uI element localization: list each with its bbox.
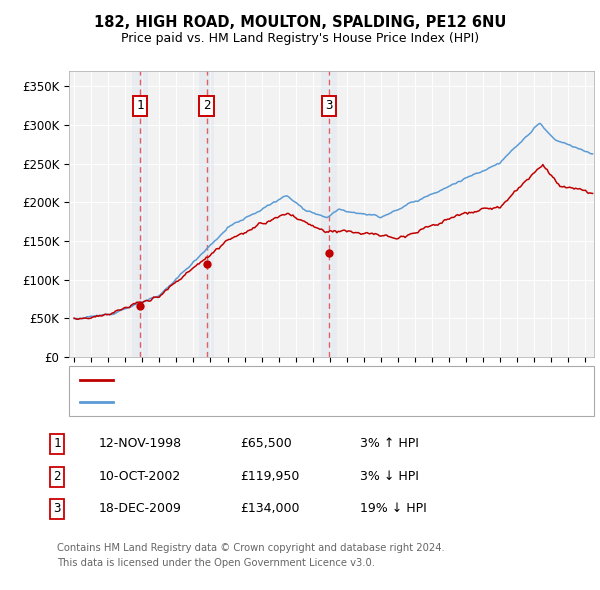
Text: 1: 1 [53, 437, 61, 450]
Text: 2: 2 [53, 470, 61, 483]
Bar [199, 71, 214, 357]
Text: 3: 3 [53, 502, 61, 515]
Text: Contains HM Land Registry data © Crown copyright and database right 2024.: Contains HM Land Registry data © Crown c… [57, 543, 445, 552]
Text: 182, HIGH ROAD, MOULTON, SPALDING, PE12 6NU: 182, HIGH ROAD, MOULTON, SPALDING, PE12 … [94, 15, 506, 30]
Text: 19% ↓ HPI: 19% ↓ HPI [360, 502, 427, 515]
Text: £65,500: £65,500 [240, 437, 292, 450]
Text: 18-DEC-2009: 18-DEC-2009 [99, 502, 182, 515]
Text: 12-NOV-1998: 12-NOV-1998 [99, 437, 182, 450]
Text: 3% ↓ HPI: 3% ↓ HPI [360, 470, 419, 483]
Text: £119,950: £119,950 [240, 470, 299, 483]
Text: £134,000: £134,000 [240, 502, 299, 515]
Text: 3: 3 [325, 99, 333, 112]
Text: 2: 2 [203, 99, 211, 112]
Bar [322, 71, 337, 357]
Text: 3% ↑ HPI: 3% ↑ HPI [360, 437, 419, 450]
Text: Price paid vs. HM Land Registry's House Price Index (HPI): Price paid vs. HM Land Registry's House … [121, 32, 479, 45]
Text: This data is licensed under the Open Government Licence v3.0.: This data is licensed under the Open Gov… [57, 558, 375, 568]
Text: 1: 1 [136, 99, 144, 112]
Bar [133, 71, 148, 357]
Text: 182, HIGH ROAD, MOULTON, SPALDING, PE12 6NU (detached house): 182, HIGH ROAD, MOULTON, SPALDING, PE12 … [120, 375, 494, 385]
Text: HPI: Average price, detached house, South Holland: HPI: Average price, detached house, Sout… [120, 397, 399, 407]
Text: 10-OCT-2002: 10-OCT-2002 [99, 470, 181, 483]
